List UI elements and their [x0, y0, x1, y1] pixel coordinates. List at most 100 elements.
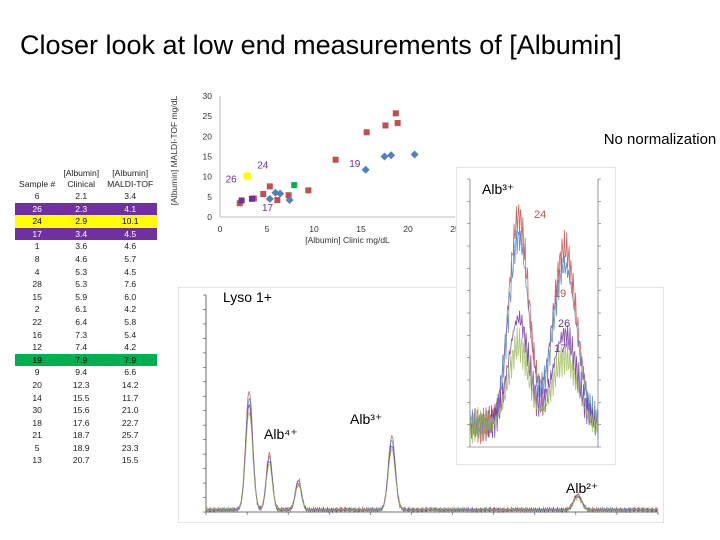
x-tick-label: 25 — [450, 224, 460, 234]
data-point — [387, 151, 396, 160]
cell-maldi: 4.2 — [124, 304, 137, 315]
cell-maldi: 4.6 — [124, 241, 137, 252]
y-tick-label: 15 — [203, 152, 213, 162]
cell-maldi: 4.2 — [124, 342, 137, 353]
cell-maldi: 6.6 — [124, 367, 137, 378]
sample-19-label: 19 — [554, 288, 566, 300]
slide-title: Closer look at low end measurements of [… — [20, 30, 622, 60]
cell-sample: 22 — [32, 316, 42, 327]
cell-maldi: 4.5 — [103, 227, 158, 241]
y-axis-label: [Albumin] MALDI-TOF mg/dL — [169, 96, 179, 206]
table-row: 5 18.9 23.3 — [15, 442, 157, 455]
table-row: 1 3.6 4.6 — [15, 240, 157, 253]
cell-sample: 21 — [32, 430, 42, 441]
cell-clinical: 5.3 — [75, 279, 88, 290]
cell-clinical: 7.3 — [75, 329, 88, 340]
cell-clinical: 3.6 — [75, 241, 88, 252]
y-tick-label: 30 — [203, 91, 213, 101]
header-clinical: [Albumin] Clinical — [63, 168, 100, 189]
cell-clinical: 2.1 — [75, 191, 88, 201]
cell-sample: 18 — [32, 417, 42, 428]
sample-24-label: 24 — [534, 209, 546, 221]
data-point — [274, 197, 281, 204]
cell-sample: 8 — [34, 253, 40, 264]
cell-sample: 24 — [15, 215, 60, 228]
sample-26-label: 26 — [558, 318, 570, 330]
cell-clinical: 5.3 — [75, 266, 88, 277]
cell-sample: 4 — [34, 266, 40, 277]
table-row: 12 7.4 4.2 — [15, 341, 157, 354]
table-row: 24 2.9 10.1 — [15, 215, 158, 228]
cell-maldi: 5.4 — [124, 329, 137, 340]
data-point — [363, 129, 370, 136]
cell-clinical: 9.4 — [75, 367, 88, 378]
alb4-label: Alb⁴⁺ — [264, 426, 298, 442]
cell-sample: 14 — [32, 392, 42, 403]
table-row: 4 5.3 4.5 — [15, 266, 157, 279]
cell-clinical: 20.7 — [72, 455, 90, 466]
cell-maldi: 3.4 — [124, 191, 137, 201]
cell-clinical: 6.4 — [75, 316, 88, 327]
alb3-zoom-label: Alb³⁺ — [482, 181, 514, 197]
table-row: 19 7.9 7.9 — [15, 353, 158, 367]
cell-clinical: 7.4 — [75, 342, 88, 353]
zoom-spectrum-line — [469, 327, 599, 444]
cell-clinical: 6.1 — [75, 304, 88, 315]
cell-maldi: 15.5 — [121, 455, 139, 466]
cell-clinical: 2.3 — [59, 202, 104, 216]
cell-maldi: 11.7 — [122, 392, 139, 403]
cell-clinical: 18.7 — [72, 430, 90, 441]
data-point — [276, 189, 285, 198]
cell-clinical: 15.5 — [72, 392, 90, 403]
cell-maldi: 4.1 — [103, 202, 158, 216]
table-row: 28 5.3 7.6 — [15, 278, 157, 291]
table-row: 26 2.3 4.1 — [15, 202, 158, 216]
cell-maldi: 7.9 — [103, 353, 158, 367]
cell-sample: 26 — [15, 202, 60, 216]
cell-maldi: 25.7 — [121, 430, 139, 441]
data-point — [305, 187, 312, 194]
no-normalization-note: No normalization — [603, 131, 717, 148]
cell-clinical: 17.6 — [72, 417, 90, 428]
x-tick-label: 0 — [218, 224, 223, 234]
table-row: 8 4.6 5.7 — [15, 253, 157, 266]
data-point — [382, 122, 389, 129]
cell-sample: 5 — [34, 442, 40, 453]
cell-clinical: 7.9 — [59, 353, 104, 367]
data-point — [285, 192, 292, 199]
spectrum-line — [205, 412, 659, 514]
cell-sample: 28 — [32, 279, 42, 290]
sample-table: Sample # [Albumin] Clinical [Albumin] MALD… — [15, 168, 158, 467]
data-point — [248, 195, 255, 202]
y-tick-label: 0 — [207, 212, 212, 222]
data-point — [410, 150, 419, 159]
cell-sample: 13 — [32, 455, 42, 466]
sample-17-label: 17 — [554, 343, 566, 355]
cell-sample: 17 — [15, 227, 60, 241]
y-tick-label: 5 — [207, 192, 212, 202]
data-point — [392, 110, 399, 117]
table-row: 9 9.4 6.6 — [15, 366, 157, 379]
cell-sample: 1 — [34, 241, 40, 252]
data-point — [260, 191, 267, 198]
cell-maldi: 22.7 — [121, 417, 139, 428]
x-tick-label: 5 — [265, 224, 270, 234]
table-row: 2 6.1 4.2 — [15, 303, 157, 316]
cell-sample: 12 — [32, 342, 42, 353]
x-tick-label: 15 — [356, 224, 366, 234]
cell-clinical: 4.6 — [75, 253, 88, 264]
zoom-spectrum-line — [469, 204, 599, 445]
annotation-label: 24 — [257, 160, 269, 171]
cell-sample: 15 — [32, 291, 42, 302]
data-point — [238, 197, 245, 204]
cell-sample: 30 — [32, 405, 42, 416]
table-row: 13 20.7 15.5 — [15, 454, 157, 467]
cell-maldi: 4.5 — [124, 266, 137, 277]
scatter-chart: 0 5 10 15 20 25 30 0 5 10 15 20 25 [Albumin] Clinic m… — [169, 91, 460, 245]
table-row: 22 6.4 5.8 — [15, 316, 157, 329]
x-axis-label: [Albumin] Clinic mg/dL — [305, 235, 390, 245]
cell-clinical: 15.6 — [72, 405, 90, 416]
table-row: 21 18.7 25.7 — [15, 429, 157, 442]
cell-sample: 6 — [34, 191, 40, 201]
data-point — [265, 194, 274, 203]
